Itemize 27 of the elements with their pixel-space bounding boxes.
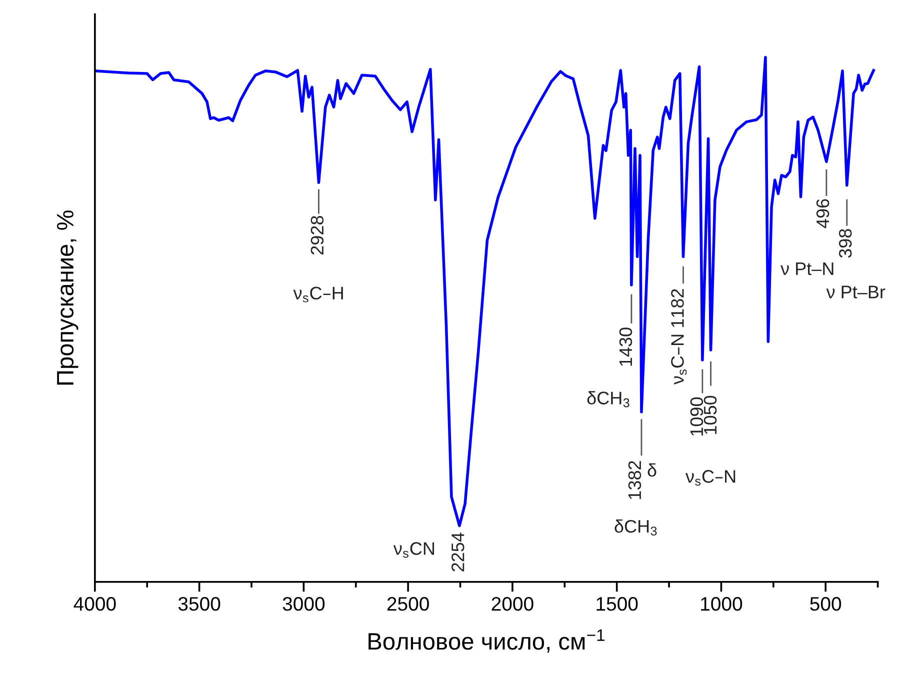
annotation: δ: [648, 463, 656, 477]
annotation: 1382: [628, 461, 642, 499]
x-tick-label: 1000: [701, 597, 742, 611]
annotation: 496: [816, 199, 830, 228]
x-tick-label: 2000: [492, 597, 534, 611]
annotation: ν Pt–Br: [826, 286, 886, 298]
x-tick-label: 2500: [387, 597, 429, 611]
x-tick-label: 3000: [282, 597, 325, 611]
annotation: ν$_{s}$CN: [393, 542, 434, 558]
y-axis-title: Пропускание, %: [56, 210, 78, 385]
annotation: ν$_{s}$C–N: [685, 470, 736, 486]
annotation: 1090: [690, 397, 704, 436]
annotation: 398: [838, 229, 852, 258]
x-tick-label: 500: [810, 597, 842, 611]
annotation: ν$_{s}$C–H: [293, 286, 343, 302]
x-axis-title: Волновое число, см$^{−1}$: [368, 629, 604, 653]
annotation: δCH$_{3}$: [587, 391, 630, 408]
annotation: 2254: [451, 532, 464, 572]
annotation: 2928: [310, 216, 324, 254]
annotation: ν Pt–N: [780, 262, 834, 276]
x-tick-label: 3500: [178, 597, 220, 611]
annotation: ν$_{s}$C–N 1182: [671, 289, 687, 385]
x-tick-label: 1500: [596, 597, 638, 611]
annotation: δCH$_{3}$: [614, 519, 657, 536]
x-tick-label: 4000: [74, 597, 116, 611]
annotation: 1050: [704, 396, 717, 434]
annotation: 1430: [619, 328, 632, 366]
